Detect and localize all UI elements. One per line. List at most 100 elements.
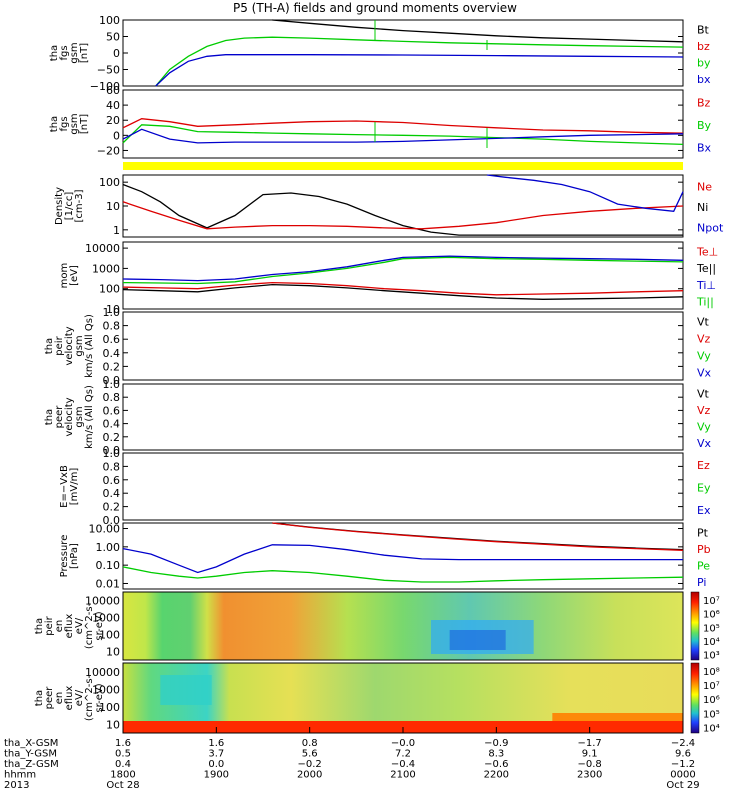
x-row-label: 2013 [4, 780, 29, 791]
series-Bt [272, 19, 684, 43]
legend-entry: Ey [697, 482, 711, 495]
x-row-label: tha_X-GSM [4, 738, 58, 749]
legend-entry: Ne [697, 180, 712, 193]
x-tick-label: 7.2 [395, 749, 411, 760]
x-tick-label: 0000 [670, 770, 695, 781]
flag-bar [123, 162, 683, 170]
y-tick-label: 0.0 [103, 374, 121, 387]
legend-entry: Vx [697, 367, 712, 380]
series-By [122, 124, 684, 146]
x-tick-label: 2000 [297, 770, 322, 781]
x-tick-label: −0.2 [298, 759, 322, 770]
x-tick-label: 9.6 [675, 749, 691, 760]
legend-entry: Vz [697, 404, 711, 417]
x-tick-label: 0.4 [115, 759, 131, 770]
colorbar-tick-label: 10⁷ [703, 596, 720, 607]
colorbar-tick-label: 10⁶ [703, 695, 720, 706]
series-Ti|| [122, 256, 684, 285]
x-tick-label: 2200 [484, 770, 509, 781]
y-tick-label: 0 [113, 47, 120, 60]
x-tick-label: Oct 28 [106, 780, 139, 791]
y-tick-label: 0.8 [103, 391, 121, 404]
legend-entry: Pt [697, 526, 709, 539]
x-tick-label: 2300 [577, 770, 602, 781]
x-tick-label: −0.4 [391, 759, 415, 770]
legend-entry: Ez [697, 459, 710, 472]
legend-entry: Pe [697, 559, 710, 572]
y-tick-label: 50 [106, 31, 120, 44]
y-tick-label: 1.00 [96, 541, 121, 554]
y-axis-label: peir [44, 615, 55, 635]
x-tick-label: 1800 [110, 770, 135, 781]
y-tick-label: 0.4 [103, 418, 121, 431]
y-axis-label: [nT] [79, 114, 90, 134]
legend-entry: by [697, 56, 711, 69]
series-Ne [122, 201, 684, 230]
y-axis-label: tha [44, 338, 55, 354]
y-axis-label: velocity [64, 397, 75, 436]
y-axis-label: peir [54, 335, 65, 355]
y-tick-label: 10000 [85, 666, 120, 679]
panel-frame [122, 311, 684, 381]
y-tick-label: 0.6 [103, 333, 121, 346]
y-axis-label: fgs [59, 45, 70, 60]
legend-entry: Bt [697, 23, 710, 36]
y-tick-label: 1000 [92, 683, 120, 696]
x-tick-label: 1.6 [208, 738, 224, 749]
legend-entry: Ti|| [696, 296, 714, 309]
y-tick-label: 1000 [92, 612, 120, 625]
panel-peer_en_eflux: 10000 1000 100 10 tha peer en eflux eV/(cm^2-s-s… [34, 662, 720, 734]
legend-entry: Vt [697, 316, 710, 329]
y-tick-label: 0.2 [103, 431, 121, 444]
y-axis-label: mom [59, 263, 70, 289]
panel-fgs_gsm_detrended: 60 40 20 0 −20 tha fgs gsm [nT] Bz By Bx [49, 84, 712, 159]
x-row-label: tha_Y-GSM [4, 749, 57, 760]
y-tick-label: −20 [97, 144, 120, 157]
y-tick-label: 0.0 [103, 514, 121, 527]
y-axis-label: gsm [69, 42, 80, 63]
y-axis-label: gsm [74, 406, 85, 427]
y-axis-label: en [54, 692, 65, 705]
y-tick-label: 10000 [85, 242, 120, 255]
x-tick-label: 0.0 [208, 759, 224, 770]
x-tick-label: 9.1 [582, 749, 598, 760]
y-axis-label: eV/ [74, 689, 85, 706]
y-tick-label: 0.0 [103, 444, 121, 457]
y-tick-label: −100 [90, 80, 120, 93]
series-Pe [122, 566, 684, 583]
legend-entry: Pb [697, 543, 711, 556]
y-tick-label: 1.0 [103, 306, 121, 319]
y-axis-label: Density [54, 187, 65, 225]
y-axis-label: km/s (All Qs) [84, 314, 95, 378]
x-tick-label: 1900 [204, 770, 229, 781]
series-Ti⊥ [122, 255, 684, 282]
series-Te⊥ [122, 281, 684, 296]
panel-frame [122, 383, 684, 451]
colorbar-tick-label: 10⁷ [703, 681, 720, 692]
x-tick-label: Oct 29 [666, 780, 699, 791]
y-tick-label: 1000 [92, 262, 120, 275]
y-tick-label: 0.01 [96, 577, 121, 590]
y-axis-label: tha [49, 45, 60, 61]
x-tick-label: 0.8 [302, 738, 318, 749]
x-tick-label: −0.8 [578, 759, 602, 770]
colorbar [690, 591, 700, 661]
y-tick-label: 0 [113, 129, 120, 142]
legend-entry: Ti⊥ [696, 279, 716, 292]
y-tick-label: 20 [106, 114, 120, 127]
y-axis-label: sr-eV) [94, 683, 105, 712]
y-tick-label: 1.0 [103, 447, 121, 460]
x-tick-label: 8.3 [488, 749, 504, 760]
legend-entry: Vz [697, 333, 711, 346]
series-Ni [122, 183, 683, 236]
panel-temperature: 10000 1000 100 10 mom [eV] Te⊥ Te|| Ti⊥ Ti|| [59, 241, 718, 316]
colorbar-tick-label: 10⁶ [703, 610, 720, 621]
legend-entry: Vx [697, 437, 712, 450]
y-axis-label: eflux [64, 614, 75, 639]
y-tick-label: 1.0 [103, 378, 121, 391]
legend-entry: Pi [697, 576, 706, 589]
series-Pb [272, 522, 684, 551]
y-axis-label: eflux [64, 686, 75, 711]
